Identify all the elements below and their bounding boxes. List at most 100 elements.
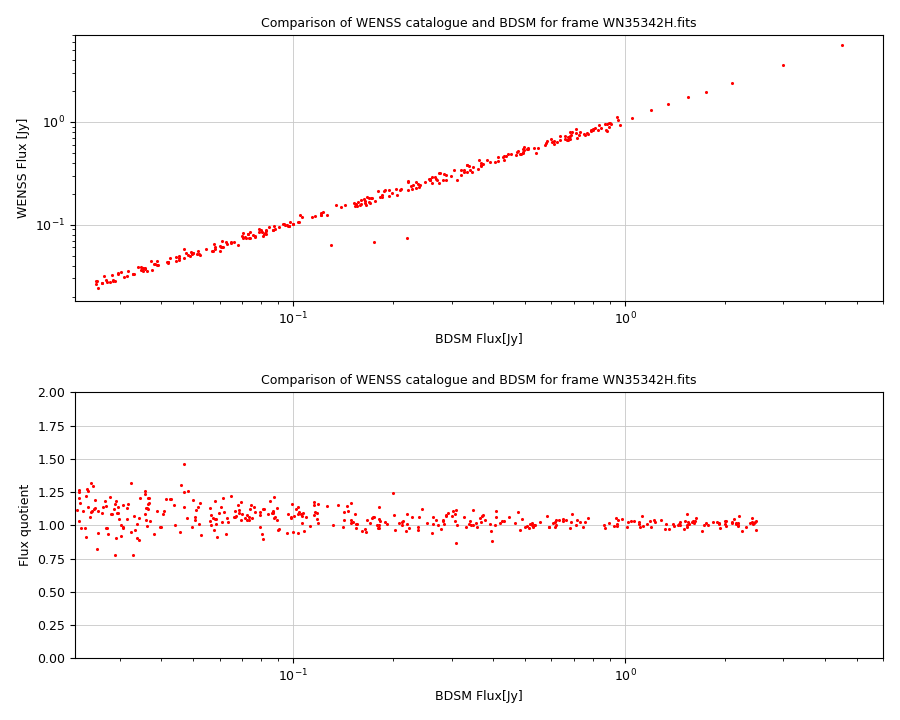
Point: [217, 506, 231, 518]
Point: [266, 225, 281, 236]
Point: [238, 232, 253, 243]
Point: [145, 264, 159, 276]
Point: [238, 513, 252, 524]
Point: [136, 263, 150, 274]
Point: [428, 515, 443, 526]
Point: [100, 276, 114, 288]
Point: [513, 148, 527, 159]
Point: [256, 504, 270, 516]
Point: [72, 492, 86, 503]
Point: [647, 515, 662, 526]
Point: [508, 149, 523, 161]
Point: [393, 184, 408, 195]
Point: [139, 508, 153, 520]
Point: [613, 120, 627, 131]
Point: [677, 523, 691, 535]
Point: [127, 510, 141, 522]
Point: [140, 521, 154, 532]
Point: [685, 516, 699, 528]
Point: [256, 503, 271, 515]
Point: [140, 265, 155, 276]
Point: [156, 508, 170, 520]
Point: [346, 198, 361, 210]
Title: Comparison of WENSS catalogue and BDSM for frame WN35342H.fits: Comparison of WENSS catalogue and BDSM f…: [261, 17, 697, 30]
Point: [284, 216, 298, 228]
Point: [688, 512, 703, 523]
Point: [292, 217, 306, 228]
Point: [686, 516, 700, 527]
Point: [519, 520, 534, 531]
Point: [580, 512, 595, 523]
Point: [749, 525, 763, 536]
Point: [681, 91, 696, 103]
Point: [99, 274, 113, 286]
Point: [277, 220, 292, 231]
Point: [644, 521, 659, 533]
Point: [441, 507, 455, 518]
Point: [103, 492, 117, 503]
Point: [99, 522, 113, 534]
Point: [91, 528, 105, 539]
Point: [160, 256, 175, 268]
Point: [180, 513, 194, 524]
Point: [365, 511, 380, 523]
Point: [471, 163, 485, 174]
Point: [521, 143, 535, 154]
Point: [527, 519, 542, 531]
Point: [203, 503, 218, 514]
Point: [530, 143, 544, 154]
Point: [584, 125, 598, 136]
Point: [252, 224, 266, 235]
Point: [134, 261, 148, 273]
Point: [362, 192, 376, 204]
Point: [236, 232, 250, 243]
Point: [516, 146, 530, 158]
Point: [672, 516, 687, 528]
Point: [295, 517, 310, 528]
Point: [502, 511, 517, 523]
Point: [116, 523, 130, 534]
Point: [473, 160, 488, 171]
Point: [438, 169, 453, 181]
Point: [732, 510, 746, 522]
Point: [344, 514, 358, 526]
Point: [159, 256, 174, 268]
Point: [354, 198, 368, 210]
Point: [448, 508, 463, 520]
Point: [181, 485, 195, 497]
Point: [511, 507, 526, 518]
Point: [138, 489, 152, 500]
Point: [373, 192, 387, 203]
Point: [377, 186, 392, 197]
Point: [101, 528, 115, 539]
Point: [568, 519, 582, 531]
Point: [425, 171, 439, 182]
Point: [712, 517, 726, 528]
Point: [483, 525, 498, 536]
Point: [520, 144, 535, 156]
Point: [572, 516, 587, 528]
Point: [289, 503, 303, 515]
Point: [320, 500, 334, 512]
Point: [139, 502, 153, 513]
Point: [71, 515, 86, 526]
Point: [436, 515, 450, 526]
Point: [632, 516, 646, 528]
Point: [223, 491, 238, 503]
Point: [474, 510, 489, 522]
Point: [388, 524, 402, 536]
Point: [281, 508, 295, 519]
Point: [291, 216, 305, 228]
Point: [681, 516, 696, 528]
Point: [258, 228, 273, 239]
Point: [193, 498, 207, 509]
Point: [462, 161, 476, 172]
Point: [108, 549, 122, 561]
Point: [253, 521, 267, 533]
Point: [98, 522, 112, 534]
Point: [639, 518, 653, 530]
Point: [610, 518, 625, 529]
Point: [104, 508, 118, 520]
Point: [667, 521, 681, 532]
Point: [272, 221, 286, 233]
